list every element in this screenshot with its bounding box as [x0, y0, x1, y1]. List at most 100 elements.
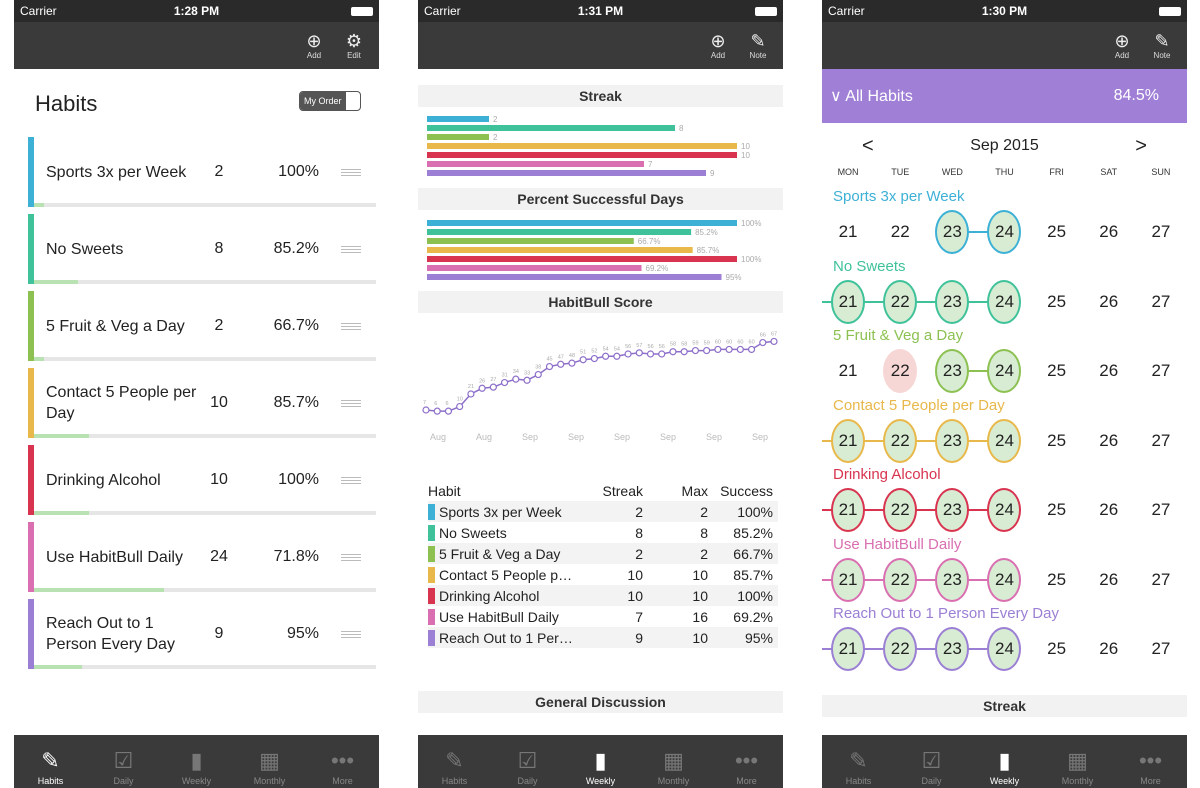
calendar-day[interactable]: 27	[1135, 488, 1187, 532]
calendar-day[interactable]: 23	[926, 557, 978, 602]
score-label: 59	[704, 341, 710, 347]
tab-weekly[interactable]: ▮ Weekly	[160, 735, 233, 788]
calendar-day[interactable]: 26	[1083, 349, 1135, 393]
calendar-day[interactable]: 22	[874, 279, 926, 324]
prev-month-button[interactable]: <	[862, 134, 874, 157]
next-month-button[interactable]: >	[1135, 134, 1147, 157]
day-number: 21	[831, 627, 866, 671]
tab-monthly[interactable]: ▦ Monthly	[233, 735, 306, 788]
bar	[427, 274, 722, 280]
table-row[interactable]: Drinking Alcohol 10 10 100%	[428, 585, 778, 606]
tab-daily[interactable]: ☑ Daily	[491, 735, 564, 788]
calendar-day[interactable]: 25	[1031, 349, 1083, 393]
drag-handle-icon[interactable]	[341, 553, 361, 561]
calendar-day[interactable]: 27	[1135, 349, 1187, 393]
table-row[interactable]: No Sweets 8 8 85.2%	[428, 522, 778, 543]
drag-handle-icon[interactable]	[341, 630, 361, 638]
tab-more[interactable]: ••• More	[1114, 735, 1187, 788]
calendar-day[interactable]: 21	[822, 279, 874, 324]
calendar-day[interactable]: 22	[874, 557, 926, 602]
calendar-day[interactable]: 25	[1031, 488, 1083, 532]
tab-weekly[interactable]: ▮ Weekly	[968, 735, 1041, 788]
calendar-day[interactable]: 24	[978, 488, 1030, 532]
calendar-day[interactable]: 21	[822, 418, 874, 463]
tab-daily[interactable]: ☑ Daily	[895, 735, 968, 788]
calendar-day[interactable]: 26	[1083, 558, 1135, 602]
table-row[interactable]: Contact 5 People p… 10 10 85.7%	[428, 564, 778, 585]
calendar-day[interactable]: 23	[926, 210, 978, 254]
tab-monthly[interactable]: ▦ Monthly	[1041, 735, 1114, 788]
calendar-day[interactable]: 24	[978, 349, 1030, 393]
calendar-day[interactable]: 25	[1031, 419, 1083, 463]
habit-row[interactable]: Drinking Alcohol 10 100%	[28, 445, 376, 515]
calendar-day[interactable]: 23	[926, 279, 978, 324]
calendar-day[interactable]: 26	[1083, 210, 1135, 254]
calendar-day[interactable]: 25	[1031, 627, 1083, 671]
calendar-day[interactable]: 23	[926, 627, 978, 671]
calendar-day[interactable]: 22	[874, 488, 926, 532]
table-row[interactable]: Reach Out to 1 Per… 9 10 95%	[428, 627, 778, 648]
gear-icon: ⚙	[345, 31, 363, 51]
tab-monthly[interactable]: ▦ Monthly	[637, 735, 710, 788]
habit-row[interactable]: 5 Fruit & Veg a Day 2 66.7%	[28, 291, 376, 361]
calendar-day[interactable]: 24	[978, 627, 1030, 671]
calendar-day[interactable]: 22	[874, 418, 926, 463]
calendar-day[interactable]: 26	[1083, 488, 1135, 532]
calendar-day[interactable]: 25	[1031, 210, 1083, 254]
drag-handle-icon[interactable]	[341, 322, 361, 330]
calendar-day[interactable]: 24	[978, 557, 1030, 602]
calendar-day[interactable]: 26	[1083, 627, 1135, 671]
calendar-day[interactable]: 23	[926, 488, 978, 532]
drag-handle-icon[interactable]	[341, 476, 361, 484]
calendar-day[interactable]: 22	[874, 210, 926, 254]
tab-habits[interactable]: ✎ Habits	[14, 735, 87, 788]
calendar-day[interactable]: 27	[1135, 558, 1187, 602]
add-button[interactable]: ⊕ Add	[710, 31, 726, 60]
calendar-day[interactable]: 27	[1135, 627, 1187, 671]
note-button[interactable]: ✎ Note	[1153, 31, 1171, 60]
calendar-day[interactable]: 26	[1083, 280, 1135, 324]
habit-row[interactable]: Sports 3x per Week 2 100%	[28, 137, 376, 207]
all-habits-selector[interactable]: ∨ All Habits 84.5%	[822, 69, 1187, 123]
add-button[interactable]: ⊕ Add	[1114, 31, 1130, 60]
calendar-day[interactable]: 26	[1083, 419, 1135, 463]
table-row[interactable]: Use HabitBull Daily 7 16 69.2%	[428, 606, 778, 627]
drag-handle-icon[interactable]	[341, 399, 361, 407]
edit-button[interactable]: ⚙ Edit	[345, 31, 363, 60]
tab-more[interactable]: ••• More	[306, 735, 379, 788]
tab-habits[interactable]: ✎ Habits	[822, 735, 895, 788]
calendar-day[interactable]: 22	[874, 627, 926, 671]
score-point	[422, 406, 430, 414]
calendar-day[interactable]: 21	[822, 349, 874, 393]
tab-habits[interactable]: ✎ Habits	[418, 735, 491, 788]
calendar-day[interactable]: 21	[822, 557, 874, 602]
habit-row[interactable]: Use HabitBull Daily 24 71.8%	[28, 522, 376, 592]
habit-row[interactable]: No Sweets 8 85.2%	[28, 214, 376, 284]
calendar-day[interactable]: 25	[1031, 280, 1083, 324]
tab-more[interactable]: ••• More	[710, 735, 783, 788]
calendar-day[interactable]: 22	[874, 349, 926, 393]
calendar-day[interactable]: 27	[1135, 280, 1187, 324]
calendar-day[interactable]: 24	[978, 279, 1030, 324]
tab-weekly[interactable]: ▮ Weekly	[564, 735, 637, 788]
note-button[interactable]: ✎ Note	[749, 31, 767, 60]
calendar-day[interactable]: 23	[926, 418, 978, 463]
tab-daily[interactable]: ☑ Daily	[87, 735, 160, 788]
calendar-day[interactable]: 21	[822, 488, 874, 532]
calendar-day[interactable]: 21	[822, 627, 874, 671]
drag-handle-icon[interactable]	[341, 168, 361, 176]
calendar-day[interactable]: 27	[1135, 210, 1187, 254]
habit-row[interactable]: Contact 5 People per Day 10 85.7%	[28, 368, 376, 438]
add-button[interactable]: ⊕ Add	[306, 31, 322, 60]
calendar-day[interactable]: 21	[822, 210, 874, 254]
my-order-toggle[interactable]: My Order	[299, 91, 361, 111]
calendar-day[interactable]: 24	[978, 210, 1030, 254]
calendar-day[interactable]: 23	[926, 349, 978, 393]
calendar-day[interactable]: 24	[978, 418, 1030, 463]
table-row[interactable]: Sports 3x per Week 2 2 100%	[428, 501, 778, 522]
table-row[interactable]: 5 Fruit & Veg a Day 2 2 66.7%	[428, 543, 778, 564]
drag-handle-icon[interactable]	[341, 245, 361, 253]
calendar-day[interactable]: 27	[1135, 419, 1187, 463]
habit-row[interactable]: Reach Out to 1 Person Every Day 9 95%	[28, 599, 376, 669]
calendar-day[interactable]: 25	[1031, 558, 1083, 602]
